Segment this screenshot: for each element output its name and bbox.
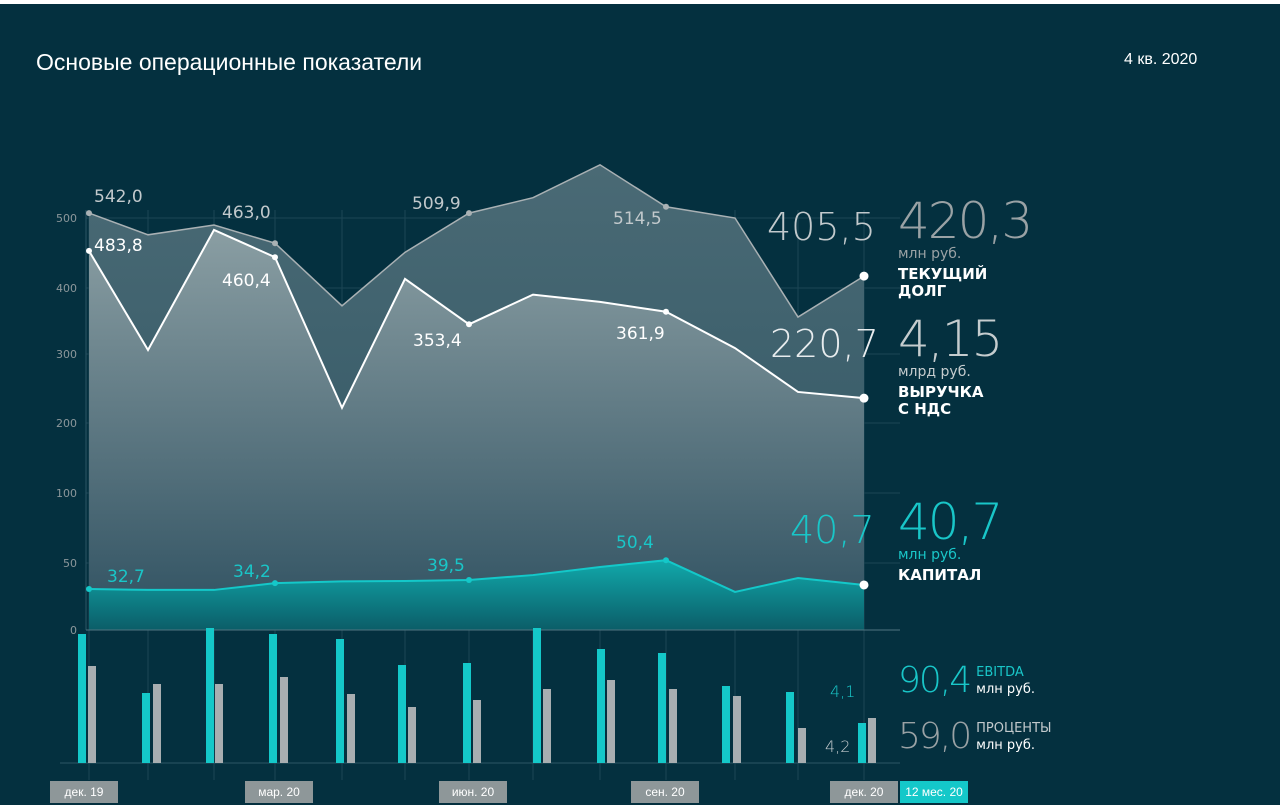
month-dec19[interactable]: дек. 19 (50, 781, 118, 803)
interest-bar-8 (607, 680, 615, 763)
revenue-point-0 (86, 247, 92, 254)
debt-point-9 (663, 203, 669, 210)
kpi-revenue-name1: ВЫРУЧКА (898, 383, 984, 401)
revenue-label-jun20: 353,4 (413, 331, 462, 351)
revenue-label-mar20: 460,4 (222, 271, 271, 291)
y-tick-300: 300 (56, 348, 77, 361)
page-title: Основые операционные показатели (36, 49, 423, 75)
y-tick-400: 400 (56, 282, 77, 295)
ebitda-bar-10 (722, 686, 730, 763)
y-tick-50: 50 (63, 557, 77, 570)
interest-bar-1 (153, 684, 161, 763)
ebitda-bar-1 (142, 693, 150, 763)
interest-bar-6 (473, 700, 481, 763)
kpi-debt-name1: ТЕКУЩИЙ (898, 265, 988, 283)
kpi-debt: 420,3 млн руб. ТЕКУЩИЙ ДОЛГ (898, 192, 1033, 300)
month-12m20[interactable]: 12 мес. 20 (900, 781, 968, 803)
y-tick-500: 500 (56, 212, 77, 225)
interest-end-label: 4,2 (825, 737, 851, 756)
ebitda-bar-11 (786, 692, 794, 763)
kpi-debt-name2: ДОЛГ (898, 282, 947, 300)
interest-bar-3 (280, 677, 288, 763)
y-tick-100: 100 (56, 487, 77, 500)
revenue-area (89, 229, 864, 630)
ebitda-unit: млн руб. (976, 681, 1035, 697)
debt-end-point (859, 271, 869, 281)
capital-label-mar20: 34,2 (233, 562, 271, 582)
capital-label-dec20: 40,7 (790, 508, 875, 552)
interest-unit: млн руб. (976, 737, 1035, 753)
kpi-capital: 40,7 млн руб. КАПИТАЛ (898, 493, 1003, 584)
kpi-capital-name: КАПИТАЛ (898, 566, 982, 584)
kpi-revenue: 4,15 млрд руб. ВЫРУЧКА С НДС (898, 310, 1003, 418)
capital-point-6 (466, 577, 472, 584)
debt-point-0 (86, 210, 92, 217)
ebitda-bar-5 (398, 665, 406, 763)
period-label: 4 кв. 2020 (1124, 51, 1198, 68)
capital-area (89, 560, 864, 630)
revenue-point-3 (272, 254, 278, 261)
kpi-debt-value: 420,3 (898, 192, 1033, 250)
capital-point-3 (272, 580, 278, 587)
interest-bar-9 (669, 689, 677, 763)
ebitda-bar-0 (78, 634, 86, 763)
interest-bar-11 (798, 728, 806, 763)
interest-name: ПРОЦЕНТЫ (976, 720, 1052, 736)
kpi-revenue-unit: млрд руб. (898, 364, 971, 380)
kpi-revenue-name2: С НДС (898, 400, 952, 418)
kpi-revenue-value: 4,15 (898, 310, 1003, 368)
interest-bar-5 (408, 707, 416, 763)
interest-bar-4 (347, 694, 355, 763)
ebitda-name: EBITDA (976, 664, 1024, 680)
interest-bar-0 (88, 666, 96, 763)
legend-interest: 59,0 ПРОЦЕНТЫ млн руб. (898, 716, 1052, 757)
ebitda-bar-2 (206, 628, 214, 763)
capital-point-9 (663, 557, 669, 564)
kpi-debt-unit: млн руб. (898, 246, 962, 262)
revenue-label-dec19: 483,8 (94, 236, 143, 256)
ebitda-bar-9 (658, 653, 666, 763)
debt-label-sep20: 514,5 (613, 209, 662, 229)
capital-label-jun20: 39,5 (427, 556, 465, 576)
debt-label-mar20: 463,0 (222, 203, 271, 223)
interest-value: 59,0 (898, 716, 972, 757)
revenue-end-point (859, 393, 869, 403)
top-bar (0, 0, 1280, 4)
capital-label-dec19: 32,7 (107, 567, 145, 587)
ebitda-bar-12 (858, 723, 866, 763)
revenue-label-dec20: 220,7 (770, 322, 879, 366)
ebitda-bar-3 (269, 634, 277, 763)
legend-ebitda: 90,4 EBITDA млн руб. (898, 660, 1035, 701)
debt-label-jun20: 509,9 (412, 194, 461, 214)
ebitda-value: 90,4 (898, 660, 972, 701)
ebitda-bar-7 (533, 628, 541, 763)
month-dec20[interactable]: дек. 20 (830, 781, 898, 803)
debt-point-3 (272, 240, 278, 247)
interest-bar-2 (215, 684, 223, 763)
ebitda-bar-8 (597, 649, 605, 763)
debt-point-6 (466, 210, 472, 217)
revenue-point-6 (466, 321, 472, 328)
month-mar20[interactable]: мар. 20 (245, 781, 313, 803)
month-sep20[interactable]: сен. 20 (631, 781, 699, 803)
ebitda-end-label: 4,1 (830, 682, 856, 701)
y-tick-200: 200 (56, 417, 77, 430)
month-jun20[interactable]: июн. 20 (439, 781, 507, 803)
ebitda-bar-4 (336, 639, 344, 763)
debt-label-dec20: 405,5 (767, 205, 876, 249)
capital-label-sep20: 50,4 (616, 533, 654, 553)
debt-label-dec19: 542,0 (94, 187, 143, 207)
kpi-capital-value: 40,7 (898, 493, 1003, 551)
interest-bar-12 (868, 718, 876, 763)
kpi-capital-unit: млн руб. (898, 547, 962, 563)
revenue-label-sep20: 361,9 (616, 324, 665, 344)
ebitda-bar-6 (463, 663, 471, 763)
capital-point-0 (86, 585, 92, 592)
interest-bar-10 (733, 696, 741, 763)
capital-end-point (859, 580, 869, 590)
interest-bar-7 (543, 689, 551, 763)
revenue-point-9 (663, 308, 669, 315)
y-tick-0: 0 (70, 624, 77, 637)
